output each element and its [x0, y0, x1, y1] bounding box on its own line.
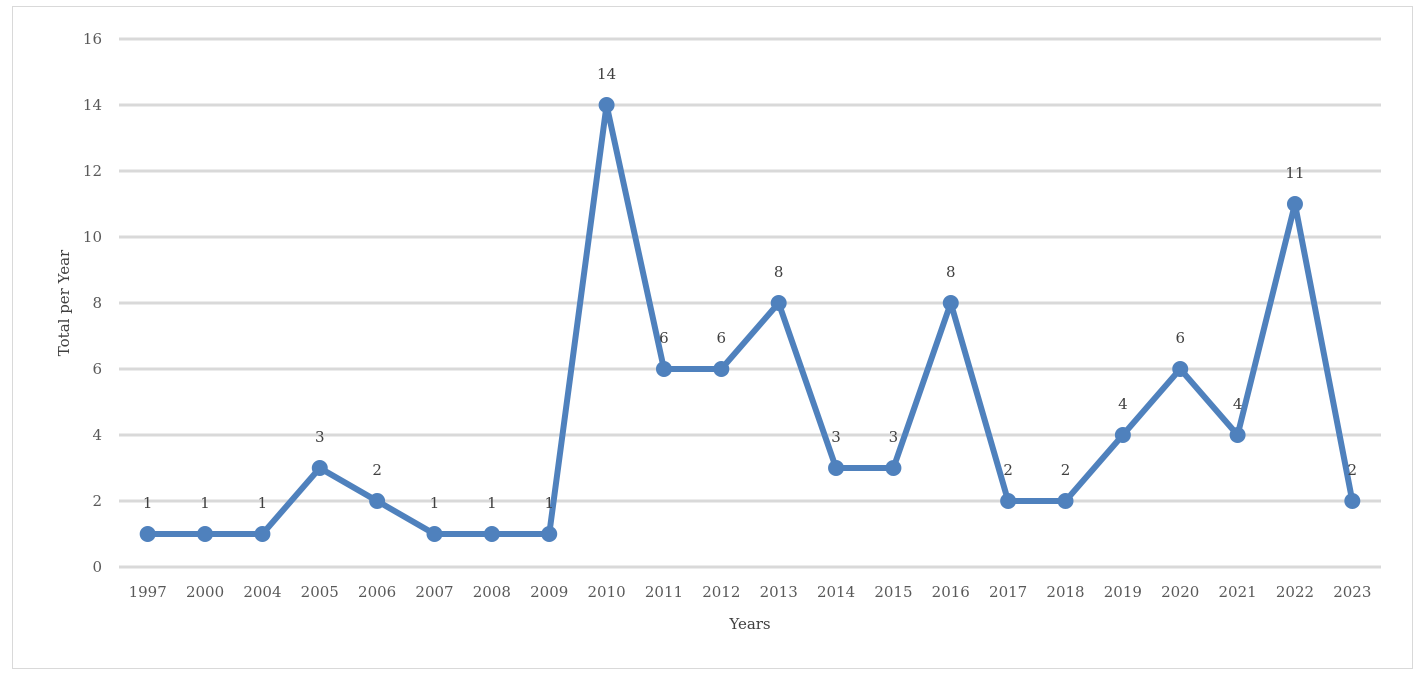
data-label: 1 — [544, 494, 554, 512]
data-label: 8 — [774, 263, 784, 281]
data-label: 4 — [1118, 395, 1128, 413]
x-tick-label: 2019 — [1104, 583, 1142, 601]
data-point — [770, 295, 787, 311]
x-tick-label: 2004 — [243, 583, 281, 601]
data-label: 1 — [258, 494, 268, 512]
data-label: 8 — [946, 263, 956, 281]
y-tick-label: 16 — [83, 30, 102, 48]
x-tick-label: 2000 — [186, 583, 224, 601]
data-point — [598, 97, 615, 113]
y-tick-label: 4 — [92, 426, 102, 444]
data-label: 1 — [200, 494, 210, 512]
data-label: 3 — [889, 428, 899, 446]
x-tick-label: 2015 — [874, 583, 912, 601]
data-point — [1172, 361, 1189, 377]
x-tick-label: 2010 — [587, 583, 625, 601]
x-tick-label: 2005 — [301, 583, 339, 601]
data-label: 6 — [717, 329, 727, 347]
data-label: 1 — [430, 494, 440, 512]
data-point — [139, 526, 156, 542]
data-point — [483, 526, 500, 542]
data-point — [1057, 493, 1074, 509]
y-tick-label: 12 — [83, 162, 102, 180]
x-tick-label: 2009 — [530, 583, 568, 601]
x-tick-label: 2020 — [1161, 583, 1199, 601]
x-tick-label: 2017 — [989, 583, 1027, 601]
data-point — [1229, 427, 1246, 443]
y-axis-ticks: 0 2 4 6 8 10 12 14 16 — [83, 30, 102, 576]
y-tick-label: 0 — [92, 558, 102, 576]
x-tick-label: 2023 — [1333, 583, 1371, 601]
gridlines — [119, 37, 1381, 569]
data-point — [1114, 427, 1131, 443]
y-axis-title: Total per Year — [55, 249, 73, 356]
x-tick-label: 2016 — [932, 583, 970, 601]
data-label: 6 — [1175, 329, 1185, 347]
x-tick-label: 2011 — [645, 583, 683, 601]
data-point — [713, 361, 730, 377]
data-point — [254, 526, 271, 542]
y-tick-label: 14 — [83, 96, 102, 114]
x-tick-label: 2022 — [1276, 583, 1314, 601]
data-label: 11 — [1285, 164, 1304, 182]
data-label: 14 — [597, 65, 616, 83]
data-point — [1344, 493, 1361, 509]
data-point — [828, 460, 845, 476]
x-tick-label: 1997 — [129, 583, 167, 601]
data-label: 2 — [372, 461, 382, 479]
x-tick-label: 2013 — [760, 583, 798, 601]
data-label: 1 — [487, 494, 497, 512]
x-tick-label: 2007 — [415, 583, 453, 601]
data-point — [369, 493, 386, 509]
data-point — [1000, 493, 1017, 509]
y-tick-label: 6 — [92, 360, 102, 378]
data-point — [942, 295, 959, 311]
x-axis-title: Years — [728, 615, 770, 633]
x-tick-label: 2021 — [1218, 583, 1256, 601]
series — [139, 97, 1361, 542]
data-point — [426, 526, 443, 542]
x-tick-label: 2006 — [358, 583, 396, 601]
data-point — [311, 460, 328, 476]
data-label: 2 — [1061, 461, 1071, 479]
series-line — [144, 102, 1356, 537]
data-point — [655, 361, 672, 377]
data-label: 2 — [1003, 461, 1013, 479]
data-label: 4 — [1233, 395, 1243, 413]
data-label: 3 — [315, 428, 325, 446]
data-label: 6 — [659, 329, 669, 347]
y-tick-label: 10 — [83, 228, 102, 246]
x-tick-label: 2018 — [1046, 583, 1084, 601]
data-point — [541, 526, 558, 542]
data-label: 2 — [1348, 461, 1358, 479]
y-tick-label: 8 — [92, 294, 102, 312]
data-point — [197, 526, 214, 542]
data-label: 1 — [143, 494, 153, 512]
x-tick-label: 2012 — [702, 583, 740, 601]
data-point — [1286, 196, 1303, 212]
x-axis-ticks: 1997 2000 2004 2005 2006 2007 2008 2009 2010 2011… — [129, 583, 1372, 601]
data-point — [885, 460, 902, 476]
x-tick-label: 2014 — [817, 583, 855, 601]
chart-frame — [12, 6, 1413, 669]
data-label: 3 — [831, 428, 841, 446]
x-tick-label: 2008 — [473, 583, 511, 601]
y-tick-label: 2 — [92, 492, 102, 510]
